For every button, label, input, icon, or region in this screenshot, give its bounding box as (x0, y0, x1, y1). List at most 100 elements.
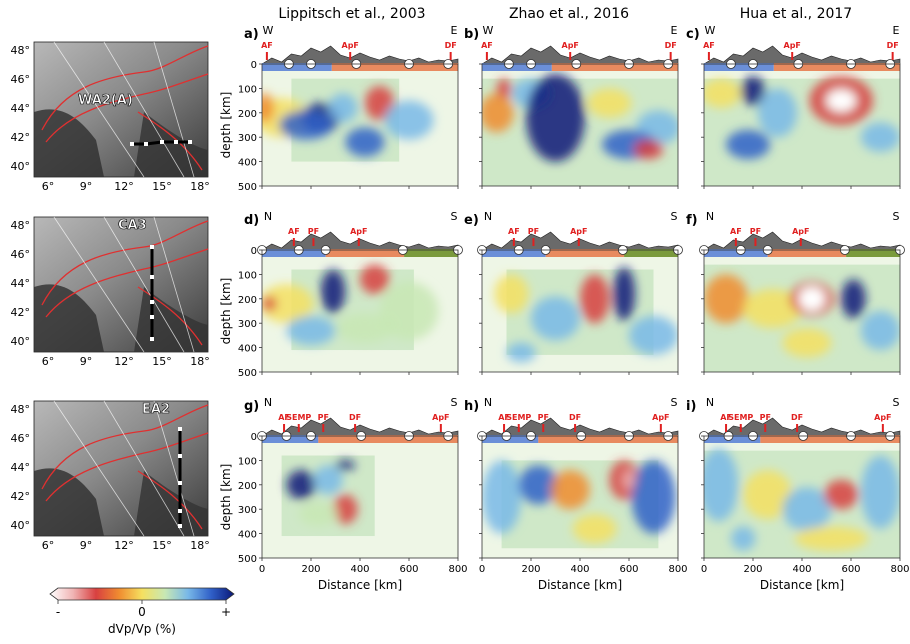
map-profile-line (103, 400, 185, 537)
y-tick-label: 100 (238, 84, 257, 95)
fault-label: AF (508, 227, 520, 236)
fault-label: DF (887, 41, 899, 50)
profile-map-1: WA2(A) 48° 46° 44° 42° 40° 6° 9° 12° 15° 18° (11, 41, 210, 193)
anomaly-layer (482, 460, 676, 544)
velocity-anomaly (298, 501, 338, 527)
map-lat-label: 48° (11, 44, 31, 57)
direction-right: E (451, 24, 458, 37)
direction-right: S (451, 396, 458, 409)
topography (260, 231, 459, 251)
y-tick-label: 100 (238, 456, 257, 467)
x-tick-label: 400 (350, 564, 369, 575)
anomaly-layer (704, 274, 900, 358)
map-lat-label: 44° (11, 102, 31, 115)
plate-bar (482, 63, 552, 71)
velocity-anomaly (518, 465, 558, 505)
map-lon-label: 12° (114, 355, 134, 368)
fault-label: PF (318, 413, 329, 422)
map-profile-marker (178, 427, 182, 431)
y-tick-label: 400 (238, 530, 257, 541)
map-front-1 (41, 45, 209, 131)
fault-label: AF (481, 41, 493, 50)
direction-left: W (705, 24, 716, 37)
fault-label: SEMP (506, 413, 531, 422)
velocity-anomaly (494, 274, 529, 314)
fault-label: PF (760, 413, 771, 422)
map-lon-label: 6° (42, 355, 55, 368)
panel-plot-area (704, 64, 900, 186)
fault-label: PF (308, 227, 319, 236)
fault-label: ApF (432, 413, 449, 422)
map-lat-label: 46° (11, 432, 31, 445)
fault-label: AF (730, 227, 742, 236)
velocity-anomaly (629, 315, 678, 355)
velocity-anomaly (743, 289, 802, 329)
map-lon-label: 18° (190, 355, 210, 368)
plate-bar (404, 249, 458, 257)
fault-label: ApF (350, 227, 367, 236)
velocity-anomaly (782, 328, 832, 358)
map-profile-marker (178, 481, 182, 485)
y-tick-label: 500 (238, 368, 257, 379)
map-profile-marker (150, 275, 154, 279)
x-tick-label: 400 (570, 564, 589, 575)
x-tick-label: 0 (479, 564, 485, 575)
direction-right: E (671, 24, 678, 37)
fault-label: AF (498, 413, 510, 422)
velocity-anomaly (622, 470, 636, 490)
maps-layer: WA2(A) 48° 46° 44° 42° 40° 6° 9° 12° 15° 18° CA3 48°… (11, 41, 210, 552)
colorbar-label: dVp/Vp (%) (108, 622, 176, 636)
velocity-anomaly (726, 129, 771, 160)
map-front-3 (137, 111, 203, 171)
anomaly-layer (262, 85, 434, 157)
map-profile-line (153, 400, 195, 537)
y-tick-label: 0 (251, 60, 257, 71)
x-tick-label: 800 (668, 564, 687, 575)
map-lon-label: 9° (80, 180, 93, 193)
x-tick-label: 600 (841, 564, 860, 575)
y-tick-label: 100 (238, 270, 257, 281)
map-lon-label: 9° (80, 355, 93, 368)
plate-bar (551, 63, 678, 71)
y-tick-label: 400 (238, 344, 257, 355)
velocity-anomaly (757, 88, 798, 138)
panel-plot-area (482, 64, 678, 186)
map-lat-label: 48° (11, 219, 31, 232)
fault-label: DF (791, 413, 803, 422)
anomaly-layer (494, 267, 678, 363)
x-tick-label: 600 (619, 564, 638, 575)
y-tick-label: 400 (238, 158, 257, 169)
direction-right: S (671, 210, 678, 223)
map-lat-label: 46° (11, 73, 31, 86)
plate-bar (482, 249, 546, 257)
x-tick-label: 200 (743, 564, 762, 575)
map-profile-marker (150, 337, 154, 341)
x-tick-label: 400 (792, 564, 811, 575)
velocity-anomaly (743, 470, 793, 519)
velocity-anomaly (860, 311, 900, 351)
velocity-anomaly (379, 281, 439, 341)
velocity-anomaly (550, 470, 590, 510)
colorbar-max-label: + (221, 605, 231, 619)
velocity-anomaly (704, 78, 741, 108)
map-lon-label: 12° (114, 539, 134, 552)
map-lat-label: 40° (11, 335, 31, 348)
velocity-anomaly (531, 296, 580, 341)
x-axis-label: Distance [km] (760, 578, 844, 592)
y-tick-label: 300 (238, 133, 257, 144)
panel-letter: a) (244, 27, 259, 42)
map-lat-label: 44° (11, 461, 31, 474)
velocity-anomaly (824, 479, 859, 510)
velocity-anomaly (526, 73, 585, 162)
plate-bar (624, 249, 678, 257)
panel-letter: b) (464, 27, 479, 42)
map-lat-label: 40° (11, 519, 31, 532)
panel-plot-area (482, 436, 678, 558)
fault-label: DF (665, 41, 677, 50)
direction-left: W (483, 24, 494, 37)
fault-label: DF (445, 41, 457, 50)
